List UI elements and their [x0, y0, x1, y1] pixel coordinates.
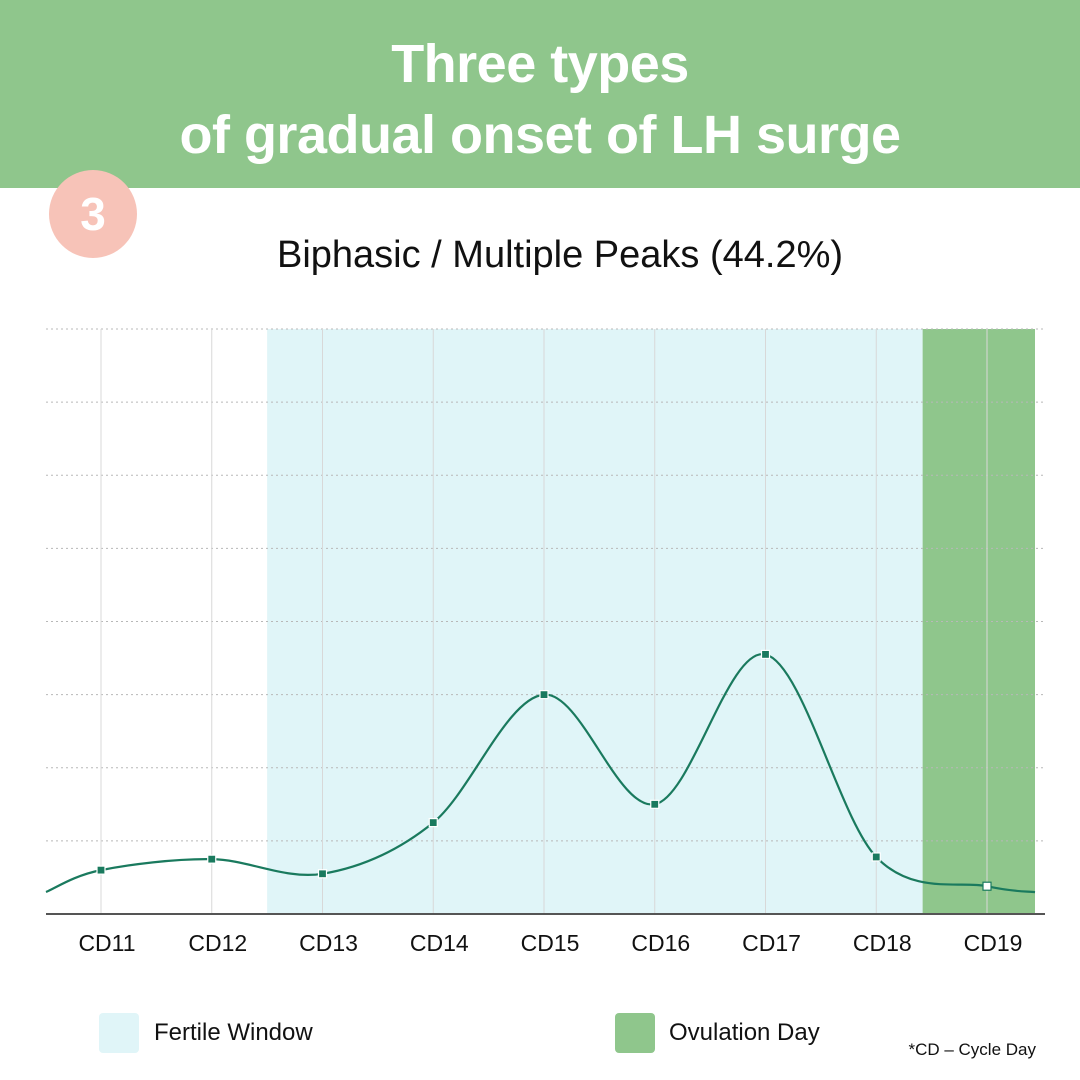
fertile-window-legend-label: Fertile Window: [154, 1019, 313, 1046]
data-point-cd13: [317, 869, 328, 879]
x-tick-label-cd16: CD16: [631, 930, 690, 956]
data-point-cd11: [96, 865, 106, 875]
x-tick-label-cd15: CD15: [521, 930, 580, 956]
data-point-cd14: [428, 817, 438, 828]
x-tick-label-cd18: CD18: [853, 930, 912, 956]
data-point-cd18: [871, 852, 881, 862]
fertile-window-region: [267, 329, 923, 914]
data-point-cd15: [539, 690, 549, 700]
x-tick-label-cd11: CD11: [78, 930, 135, 956]
header-title-line-1: Three types: [391, 34, 689, 94]
x-tick-label-cd19: CD19: [964, 930, 1023, 956]
data-point-cd12: [207, 854, 217, 864]
ovulation-day-legend-label: Ovulation Day: [669, 1019, 820, 1046]
data-point-cd17: [760, 649, 771, 660]
header-banner: Three types of gradual onset of LH surge: [0, 0, 1080, 188]
ovulation-day-legend-swatch: [615, 1013, 655, 1053]
data-point-cd16: [650, 799, 660, 809]
x-tick-label-cd17: CD17: [742, 930, 801, 956]
x-tick-label-cd14: CD14: [410, 930, 469, 956]
chart-title: Biphasic / Multiple Peaks (44.2%): [276, 234, 844, 276]
data-point-cd19: [982, 881, 992, 891]
x-tick-label-cd13: CD13: [299, 930, 358, 956]
ovulation-day-region: [922, 329, 1035, 914]
step-number-badge: 3: [49, 170, 137, 258]
footnote: *CD – Cycle Day: [908, 1040, 1036, 1059]
fertile-window-legend-swatch: [99, 1013, 139, 1053]
lh-surge-chart: CD11 CD12 CD13 CD14 CD15 CD16 CD17 CD18 CD19: [45, 328, 1045, 956]
header-title-line-2: of gradual onset of LH surge: [179, 105, 901, 165]
x-tick-label-cd12: CD12: [188, 930, 247, 956]
